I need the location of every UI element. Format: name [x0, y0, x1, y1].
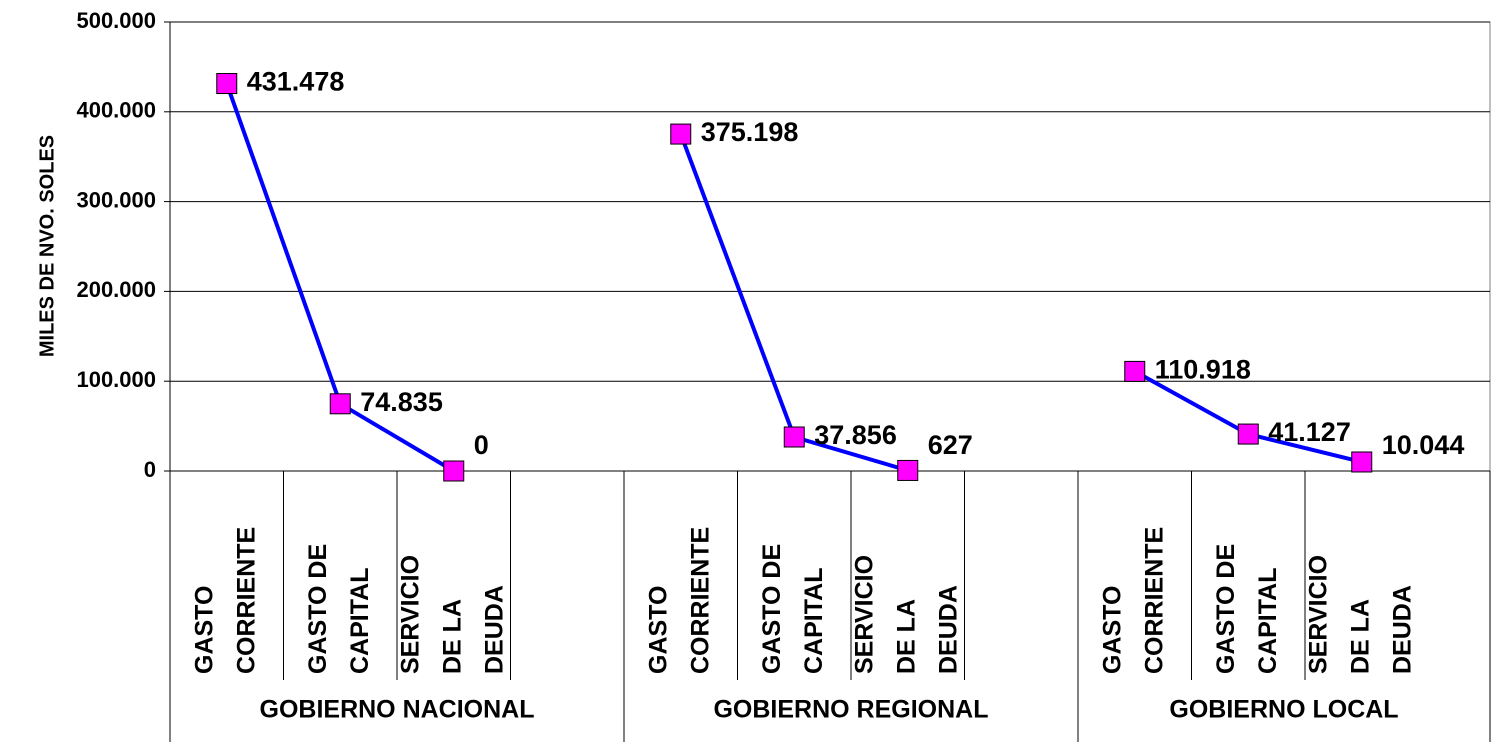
x-tick-label: DE LA — [892, 599, 920, 674]
x-tick-label: GASTO DE — [1212, 544, 1240, 674]
x-tick-label: CAPITAL — [1254, 568, 1282, 674]
marker — [329, 393, 351, 415]
x-tick-label: GASTO DE — [304, 544, 332, 674]
y-tick-label: 200.000 — [76, 277, 156, 302]
data-label: 627 — [928, 430, 973, 460]
data-label: 41.127 — [1268, 417, 1351, 447]
x-tick-label: DEUDA — [1388, 585, 1416, 674]
marker — [216, 73, 238, 95]
x-tick-label: DEUDA — [480, 585, 508, 674]
data-label: 10.044 — [1382, 430, 1465, 460]
x-tick-label: DEUDA — [934, 585, 962, 674]
y-tick-label: 300.000 — [76, 187, 156, 212]
x-tick-label: CAPITAL — [346, 568, 374, 674]
marker — [1351, 451, 1373, 473]
marker — [783, 426, 805, 448]
x-tick-label: GASTO DE — [758, 544, 786, 674]
x-tick-label: GASTO — [190, 586, 218, 674]
x-tick-label: DE LA — [438, 599, 466, 674]
group-label: GOBIERNO LOCAL — [1169, 696, 1398, 724]
y-axis-title: MILES DE NVO. SOLES — [36, 135, 58, 357]
y-tick-label: 0 — [144, 457, 156, 482]
y-tick-label: 100.000 — [76, 367, 156, 392]
data-label: 0 — [474, 430, 489, 460]
x-tick-label: DE LA — [1346, 599, 1374, 674]
data-label: 110.918 — [1155, 355, 1251, 385]
group-label: GOBIERNO NACIONAL — [260, 696, 535, 724]
y-tick-label: 500.000 — [76, 8, 156, 33]
group-label: GOBIERNO REGIONAL — [713, 696, 988, 724]
marker — [1237, 423, 1259, 445]
x-tick-label: CORRIENTE — [1140, 527, 1168, 674]
marker — [670, 123, 692, 145]
data-label: 375.198 — [701, 117, 799, 147]
x-tick-label: GASTO — [1098, 586, 1126, 674]
x-tick-label: CORRIENTE — [232, 527, 260, 674]
data-label: 74.835 — [360, 387, 443, 417]
x-tick-label: SERVICIO — [850, 555, 878, 674]
marker — [1124, 360, 1146, 382]
y-tick-label: 400.000 — [76, 98, 156, 123]
marker — [897, 459, 919, 481]
x-tick-label: CAPITAL — [800, 568, 828, 674]
marker — [443, 460, 465, 482]
data-label: 431.478 — [247, 67, 345, 97]
x-tick-label: CORRIENTE — [686, 527, 714, 674]
x-tick-label: GASTO — [644, 586, 672, 674]
data-label: 37.856 — [814, 420, 897, 450]
x-tick-label: SERVICIO — [396, 555, 424, 674]
x-tick-label: SERVICIO — [1304, 555, 1332, 674]
